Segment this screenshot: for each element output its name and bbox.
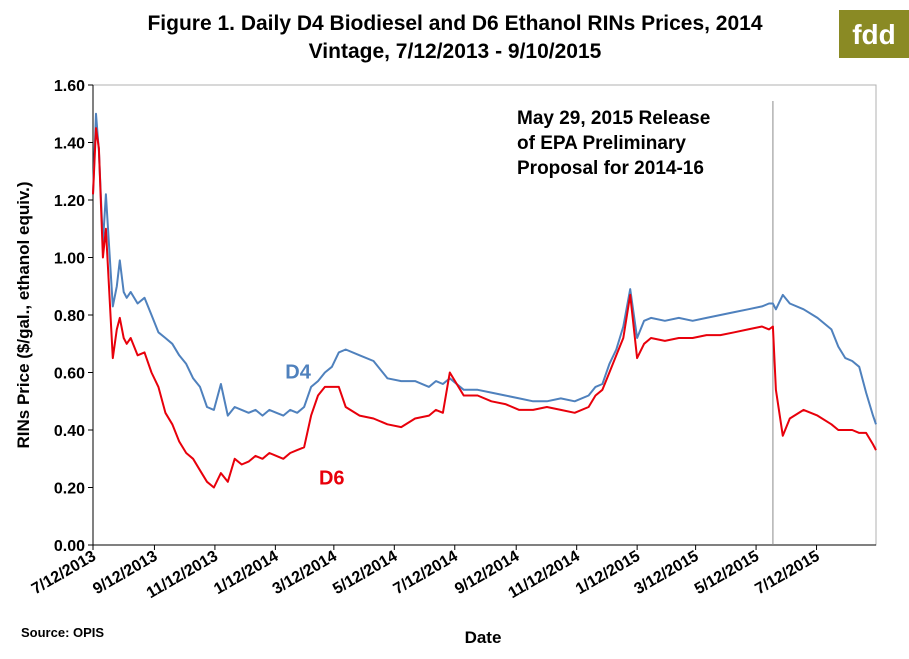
series-d4-line [92, 112, 877, 425]
fdd-logo: fdd [839, 10, 909, 58]
y-tick-label: 1.20 [54, 193, 85, 210]
x-tick-label: 7/12/2013 [29, 548, 99, 598]
x-tick-label: 7/12/2014 [391, 548, 461, 598]
chart-title: Figure 1. Daily D4 Biodiesel and D6 Etha… [147, 12, 762, 35]
x-tick-label: 7/12/2015 [752, 548, 822, 598]
x-tick-label: 3/12/2014 [270, 548, 340, 598]
x-tick-label: 1/12/2015 [573, 548, 643, 598]
y-tick-label: 1.60 [54, 78, 85, 95]
y-tick-label: 1.40 [54, 136, 85, 153]
series-label-d4: D4 [285, 361, 311, 383]
x-tick-label: 3/12/2015 [631, 548, 701, 598]
y-tick-label: 0.40 [54, 423, 85, 440]
x-tick-label: 1/12/2014 [211, 548, 281, 598]
x-axis-ticks: 7/12/20139/12/201311/12/20131/12/20143/1… [29, 545, 823, 602]
annotation-line-1: May 29, 2015 Release [517, 108, 710, 129]
x-axis-label: Date [465, 628, 502, 647]
series-label-d6: D6 [319, 468, 345, 490]
y-tick-label: 0.00 [54, 538, 85, 555]
plot-area [92, 84, 877, 546]
series-d6-line [92, 127, 877, 489]
x-tick-label: 5/12/2015 [692, 548, 762, 598]
logo-background [839, 10, 909, 58]
annotation-line-2: of EPA Preliminary [517, 133, 686, 154]
y-axis-ticks: 0.00 0.20 0.40 0.60 0.80 1.00 1.20 1.40 1.60 [54, 78, 93, 555]
source-note: Source: OPIS [21, 625, 104, 640]
chart-subtitle: Vintage, 7/12/2013 - 9/10/2015 [309, 40, 602, 63]
y-tick-label: 1.00 [54, 251, 85, 268]
annotation-line-3: Proposal for 2014-16 [517, 158, 704, 179]
y-tick-label: 0.60 [54, 366, 85, 383]
y-axis-label: RINs Price ($/gal., ethanol equiv.) [14, 181, 33, 448]
logo-text: fdd [852, 19, 896, 50]
x-tick-label: 5/12/2014 [330, 548, 400, 598]
y-tick-label: 0.80 [54, 308, 85, 325]
y-tick-label: 0.20 [54, 481, 85, 498]
